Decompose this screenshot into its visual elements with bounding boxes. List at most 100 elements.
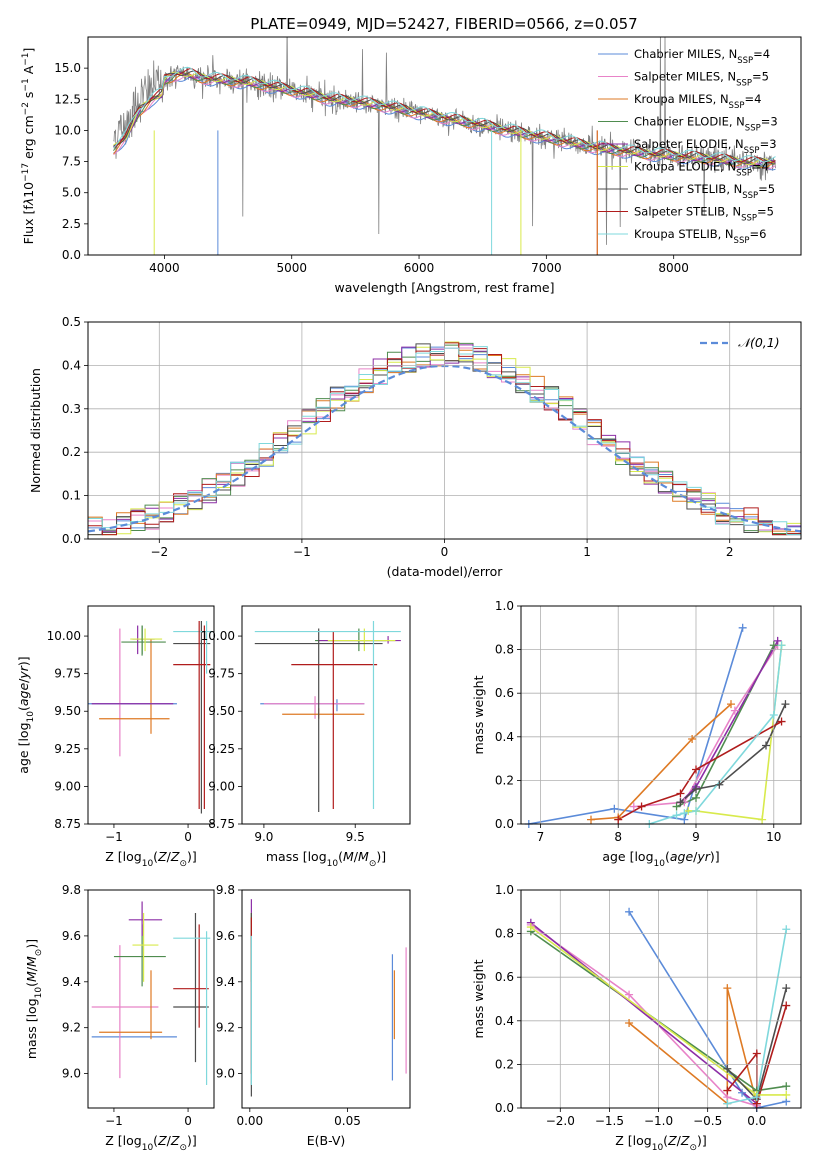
y-tick-label: 15.0 — [54, 61, 81, 75]
y-tick-label: 9.0 — [62, 1067, 81, 1081]
weight-marker — [782, 1001, 791, 1010]
panel-mass-weight-vs-age: 7 8 9 10 0.0 0.2 0.4 0.6 0.8 1.0 age [log10(age/yr… — [471, 599, 802, 869]
y-tick-label: 0.4 — [495, 730, 514, 744]
x-axis-label: mass [log10(M/M⊙)] — [266, 849, 386, 869]
y-tick-label: 8.75 — [54, 817, 81, 831]
y-tick-label: 0.0 — [62, 532, 81, 546]
y-tick-label: 0.2 — [495, 1057, 514, 1071]
legend-entry: Chabrier MILES, NSSP=4 — [634, 47, 770, 66]
y-tick-label: 1.0 — [495, 599, 514, 613]
y-tick-label: 9.75 — [208, 667, 235, 681]
x-tick-label: −1 — [105, 1114, 123, 1128]
x-tick-label: 8000 — [658, 261, 689, 275]
weight-marker — [614, 815, 623, 824]
weight-marker — [610, 804, 619, 813]
panel-mass-vs-ebv: 0.00 0.05 9.0 9.2 9.4 9.6 9.8 E(B-V) — [216, 883, 411, 1148]
x-tick-label: −1 — [105, 830, 123, 844]
weight-marker — [723, 984, 732, 993]
panel-mass-vs-Z: −1 0 9.0 9.2 9.4 9.6 9.8 Z [log10(Z/Z⊙)] mass [l… — [24, 883, 215, 1153]
weight-marker — [723, 1099, 732, 1108]
y-tick-label: 0.8 — [495, 927, 514, 941]
y-tick-label: 0.6 — [495, 686, 514, 700]
y-tick-label: 0.0 — [62, 248, 81, 262]
plot-area — [250, 899, 407, 1097]
legend-entry: Kroupa STELIB, NSSP=6 — [634, 227, 766, 246]
weight-marker — [762, 741, 770, 750]
weight-line-4 — [530, 922, 758, 1105]
y-tick-label: 9.00 — [54, 779, 81, 793]
x-tick-label: −2.0 — [546, 1114, 575, 1128]
y-tick-label: 10.0 — [54, 123, 81, 137]
y-tick-label: 9.4 — [216, 975, 235, 989]
y-axis-label: mass [log10(M/M⊙)] — [24, 939, 44, 1059]
y-tick-label: 9.75 — [54, 667, 81, 681]
weight-marker — [692, 785, 700, 794]
panel-mass-weight-vs-Z: −2.0 −1.5 −1.0 −0.5 0.0 0.0 0.2 0.4 0.6 0.8 1.0 Z [… — [471, 883, 802, 1153]
x-axis-label: Z [log10(Z/Z⊙)] — [615, 1133, 707, 1153]
y-tick-label: 0.2 — [62, 445, 81, 459]
y-tick-label: 7.5 — [62, 155, 81, 169]
weight-marker — [692, 806, 700, 815]
x-tick-label: 6000 — [404, 261, 435, 275]
legend-entry: Chabrier ELODIE, NSSP=3 — [634, 115, 778, 134]
axes-frame — [87, 36, 802, 256]
x-tick-label: −1.5 — [595, 1114, 624, 1128]
axes-frame — [520, 889, 802, 1109]
y-tick-label: 9.4 — [62, 975, 81, 989]
x-tick-label: 0 — [184, 1114, 192, 1128]
y-tick-label: 9.25 — [208, 742, 235, 756]
x-tick-label: 0.05 — [334, 1114, 361, 1128]
y-tick-label: 10.00 — [47, 629, 81, 643]
weight-marker — [752, 1049, 761, 1058]
x-axis-label: wavelength [Angstrom, rest frame] — [334, 280, 554, 295]
plot-area — [91, 901, 211, 1086]
y-axis-label: Normed distribution — [28, 368, 43, 493]
weight-marker — [752, 1093, 761, 1102]
x-tick-label: 0.0 — [747, 1114, 766, 1128]
y-tick-label: 0.5 — [62, 315, 81, 329]
weight-marker — [625, 907, 634, 916]
weight-line-0 — [628, 911, 787, 1108]
weight-marker — [676, 789, 685, 798]
axes-frame — [87, 605, 215, 825]
weight-marker — [587, 815, 595, 824]
y-tick-label: 0.8 — [495, 643, 514, 657]
panel-residuals: −2 −1 0 1 2 0.0 0.1 0.2 0.3 0.4 0.5 (data-model)/er… — [28, 315, 802, 579]
y-tick-label: 9.00 — [208, 779, 235, 793]
x-tick-label: 9 — [692, 830, 700, 844]
weight-line-8 — [649, 645, 783, 824]
x-axis-label: Z [log10(Z/Z⊙)] — [105, 1133, 197, 1153]
y-tick-label: 0.4 — [495, 1014, 514, 1028]
plot-area — [254, 621, 401, 812]
plot-area — [528, 627, 787, 824]
plot-layer: 4000 5000 6000 7000 80000.02.55.07.510.012.5… — [16, 36, 802, 1153]
x-axis-label: Z [log10(Z/Z⊙)] — [105, 849, 197, 869]
x-tick-label: 2 — [726, 545, 734, 559]
weight-marker — [782, 925, 791, 934]
axes-frame — [241, 889, 411, 1109]
weight-marker — [676, 798, 685, 807]
y-tick-label: 0.1 — [62, 489, 81, 503]
weight-marker — [715, 780, 724, 789]
x-tick-label: 1 — [583, 545, 591, 559]
legend-entry: Kroupa MILES, NSSP=4 — [634, 92, 761, 111]
weight-marker — [781, 700, 790, 709]
axes-frame — [87, 889, 215, 1109]
weight-marker — [782, 1082, 791, 1091]
legend-entry: 𝒩(0,1) — [738, 335, 780, 350]
weight-marker — [738, 623, 747, 632]
weight-marker — [727, 700, 735, 709]
y-axis-label: mass weight — [471, 675, 486, 754]
weight-marker — [680, 809, 689, 818]
y-axis-label: Flux [fλ10−17 erg cm−2 s−1 A−1] — [21, 48, 36, 245]
weight-marker — [672, 802, 681, 811]
weight-marker — [625, 990, 634, 999]
weight-marker — [758, 815, 767, 824]
y-axis-label: age [log10(age/yr)] — [16, 656, 36, 773]
x-tick-label: 8 — [614, 830, 622, 844]
x-tick-label: 9.0 — [254, 830, 273, 844]
weight-marker — [730, 706, 739, 715]
y-tick-label: 5.0 — [62, 186, 81, 200]
x-tick-label: 7000 — [531, 261, 562, 275]
